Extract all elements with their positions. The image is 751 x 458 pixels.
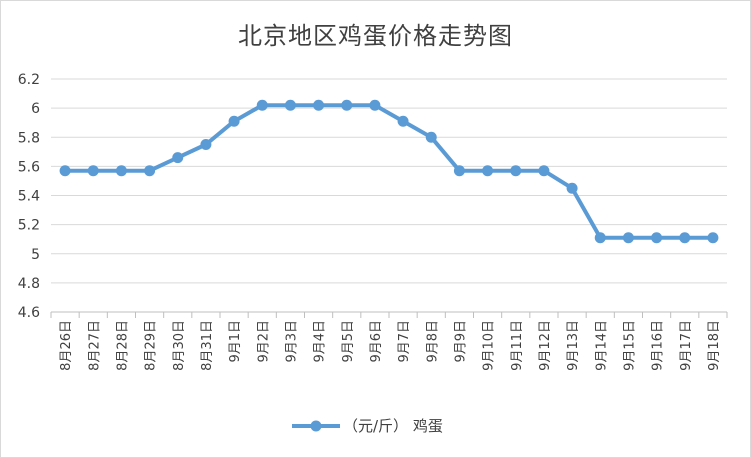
legend-label: （元/斤） 鸡蛋 — [343, 417, 443, 435]
data-point — [87, 165, 99, 177]
data-point — [228, 115, 240, 127]
data-point — [707, 232, 719, 244]
x-tick-label: 9月18日 — [707, 320, 722, 371]
data-point — [594, 232, 606, 244]
x-tick-label: 9月9日 — [453, 320, 468, 363]
y-tick-label: 5 — [31, 247, 40, 263]
x-tick-label: 8月31日 — [200, 320, 215, 371]
y-tick-label: 5.6 — [18, 159, 40, 175]
data-point — [538, 165, 550, 177]
data-point — [453, 165, 465, 177]
data-point — [622, 232, 634, 244]
grid-lines — [51, 78, 727, 284]
y-tick-label: 4.6 — [18, 305, 40, 321]
x-tick-label: 9月3日 — [284, 320, 299, 363]
y-tick-labels: 4.6 4.8 5 5.2 5.4 5.6 5.8 6 6.2 — [18, 72, 40, 321]
x-tick-label: 9月11日 — [510, 320, 525, 371]
legend-point-marker — [310, 420, 322, 432]
data-point — [397, 115, 409, 127]
x-tick-label: 9月6日 — [369, 320, 384, 363]
data-point — [172, 152, 184, 164]
y-tick-label: 6.2 — [18, 72, 40, 88]
y-tick-label: 5.4 — [18, 189, 40, 205]
x-tick-label: 9月12日 — [538, 320, 553, 371]
x-tick-label: 9月13日 — [566, 320, 581, 371]
data-point — [651, 232, 663, 244]
data-point — [59, 165, 71, 177]
x-tick-label: 9月17日 — [679, 320, 694, 371]
data-point — [341, 99, 353, 111]
x-tick-label: 9月8日 — [425, 320, 440, 363]
x-tick-label: 8月26日 — [59, 320, 74, 371]
y-tick-label: 5.2 — [18, 218, 40, 234]
data-point — [256, 99, 268, 111]
data-point — [284, 99, 296, 111]
data-point — [679, 232, 691, 244]
chart-title: 北京地区鸡蛋价格走势图 — [238, 22, 513, 50]
x-tick-label: 8月29日 — [144, 320, 159, 371]
y-tick-label: 6 — [31, 101, 40, 117]
legend: （元/斤） 鸡蛋 — [292, 417, 443, 435]
data-point — [115, 165, 127, 177]
data-point — [369, 99, 381, 111]
x-tick-label: 8月30日 — [172, 320, 187, 371]
data-point — [425, 131, 437, 143]
series-layer — [59, 99, 719, 244]
data-point — [313, 99, 325, 111]
x-tick-label: 9月1日 — [228, 320, 243, 363]
x-tick-label: 9月4日 — [313, 320, 328, 363]
x-tick-label: 9月5日 — [341, 320, 356, 363]
x-tick-label: 8月27日 — [87, 320, 102, 371]
data-point — [200, 139, 212, 151]
x-tick-labels: 8月26日 8月27日 8月28日 8月29日 8月30日 8月31日 9月1日 9月2日 9月… — [59, 320, 722, 371]
y-tick-label: 4.8 — [18, 276, 40, 292]
axes — [50, 311, 728, 318]
x-tick-label: 9月14日 — [594, 320, 609, 371]
x-tick-label: 9月2日 — [256, 320, 271, 363]
x-tick-label: 9月15日 — [622, 320, 637, 371]
data-point — [566, 182, 578, 194]
x-tick-label: 8月28日 — [115, 320, 130, 371]
x-tick-label: 9月7日 — [397, 320, 412, 363]
data-point — [510, 165, 522, 177]
y-tick-label: 5.8 — [18, 130, 40, 146]
series-line — [63, 103, 715, 240]
data-point — [482, 165, 494, 177]
x-tick-label: 9月10日 — [482, 320, 497, 371]
x-tick-label: 9月16日 — [651, 320, 666, 371]
data-point — [144, 165, 156, 177]
